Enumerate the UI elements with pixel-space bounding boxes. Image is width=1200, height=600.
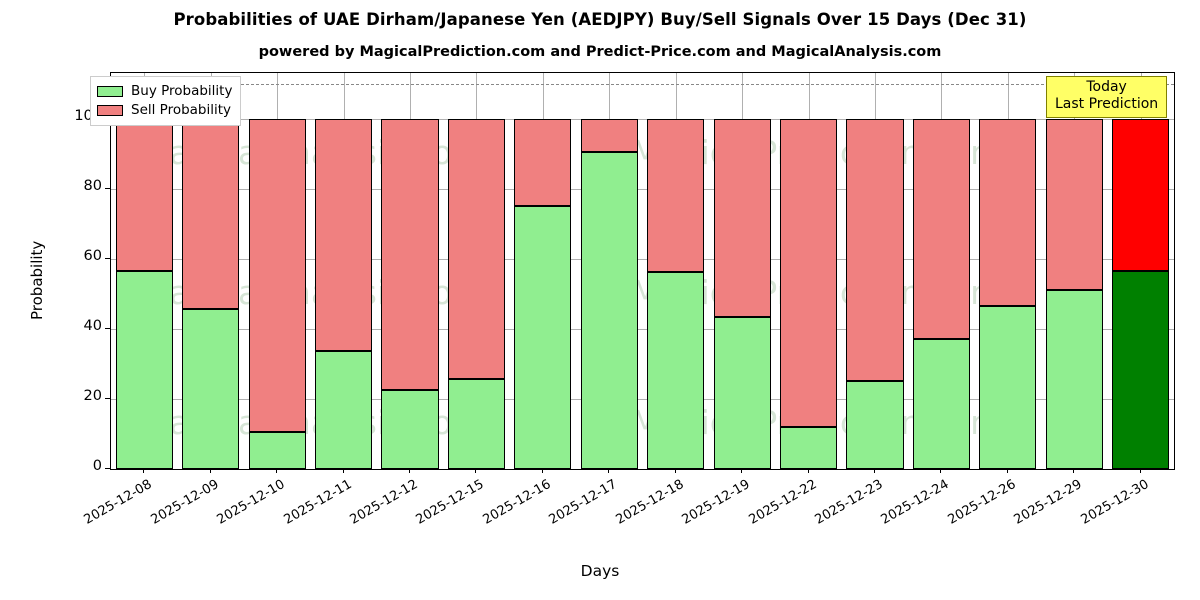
bar-segment-buy[interactable] bbox=[182, 308, 240, 469]
bar-segment-sell[interactable] bbox=[912, 118, 971, 340]
x-axis-tick-mark bbox=[475, 468, 477, 473]
bar-segment-sell[interactable] bbox=[248, 118, 306, 432]
x-axis-tick-mark bbox=[276, 468, 278, 473]
today-annotation-line1: Today bbox=[1086, 79, 1127, 95]
chart-title: Probabilities of UAE Dirham/Japanese Yen… bbox=[173, 10, 1027, 29]
bar-segment-sell[interactable] bbox=[514, 118, 572, 206]
bar-stack[interactable] bbox=[115, 73, 173, 469]
bar-segment-sell[interactable] bbox=[1045, 118, 1103, 291]
legend-label-sell: Sell Probability bbox=[131, 102, 232, 118]
y-axis-tick-label: 0 bbox=[92, 458, 102, 474]
x-axis-tick-mark bbox=[342, 468, 344, 473]
bar-segment-sell[interactable] bbox=[314, 118, 373, 351]
x-axis-tick-mark bbox=[209, 468, 211, 473]
bar-stack[interactable] bbox=[514, 73, 572, 469]
bar-stack[interactable] bbox=[979, 73, 1037, 469]
x-axis-tick-mark bbox=[940, 468, 942, 473]
y-axis-tick-mark bbox=[105, 257, 110, 259]
bar-segment-buy[interactable] bbox=[713, 316, 771, 469]
bar-segment-buy[interactable] bbox=[314, 350, 373, 469]
x-axis-tick-mark bbox=[674, 468, 676, 473]
bar-stack[interactable] bbox=[248, 73, 306, 469]
bar-stack[interactable] bbox=[381, 73, 439, 469]
threshold-line bbox=[111, 83, 1174, 85]
bar-segment-buy[interactable] bbox=[647, 272, 705, 469]
y-axis-tick-label: 80 bbox=[83, 177, 102, 194]
x-axis-tick-mark bbox=[408, 468, 410, 473]
bar-stack[interactable] bbox=[846, 73, 904, 469]
y-axis-tick-label: 60 bbox=[83, 247, 102, 264]
bar-stack[interactable] bbox=[647, 73, 705, 469]
bar-stack[interactable] bbox=[713, 73, 771, 469]
x-axis-tick-mark bbox=[874, 468, 876, 473]
bar-stack[interactable] bbox=[447, 73, 505, 469]
bar-segment-buy[interactable] bbox=[1045, 290, 1103, 469]
x-axis-tick-mark bbox=[741, 468, 743, 473]
bar-segment-sell[interactable] bbox=[381, 118, 439, 390]
legend-item-buy: Buy Probability bbox=[97, 82, 232, 101]
bar-segment-buy[interactable] bbox=[447, 378, 505, 469]
x-axis-tick-mark bbox=[1006, 468, 1008, 473]
x-axis-label: Days bbox=[580, 562, 620, 580]
today-annotation-line2: Last Prediction bbox=[1055, 96, 1159, 112]
bar-segment-sell[interactable] bbox=[979, 118, 1037, 307]
bar-segment-sell[interactable] bbox=[580, 118, 638, 152]
bar-stack[interactable] bbox=[912, 73, 971, 469]
bar-segment-sell[interactable] bbox=[1112, 118, 1170, 271]
x-axis-tick-mark bbox=[541, 468, 543, 473]
bar-segment-sell[interactable] bbox=[846, 118, 904, 382]
y-axis-tick-mark bbox=[105, 327, 110, 329]
gridline-horizontal bbox=[111, 328, 1174, 330]
bar-stack[interactable] bbox=[580, 73, 638, 469]
bar-segment-buy[interactable] bbox=[979, 306, 1037, 469]
bar-stack[interactable] bbox=[182, 73, 240, 469]
bar-stack[interactable] bbox=[1045, 73, 1103, 469]
chart-subtitle: powered by MagicalPrediction.com and Pre… bbox=[258, 44, 942, 60]
bar-stack[interactable] bbox=[1112, 73, 1170, 469]
bar-segment-buy[interactable] bbox=[846, 381, 904, 469]
bar-stack[interactable] bbox=[314, 73, 373, 469]
y-axis-tick-label: 20 bbox=[83, 387, 102, 404]
x-axis-tick-mark bbox=[143, 468, 145, 473]
bar-segment-buy[interactable] bbox=[1112, 271, 1170, 469]
bar-segment-buy[interactable] bbox=[248, 431, 306, 469]
bar-segment-sell[interactable] bbox=[647, 118, 705, 273]
bar-stack[interactable] bbox=[780, 73, 838, 469]
bar-segment-sell[interactable] bbox=[447, 118, 505, 379]
bar-segment-buy[interactable] bbox=[381, 389, 439, 469]
bar-segment-buy[interactable] bbox=[115, 271, 173, 469]
y-axis-tick-label: 40 bbox=[83, 317, 102, 334]
legend-label-buy: Buy Probability bbox=[131, 83, 233, 99]
legend-item-sell: Sell Probability bbox=[97, 101, 232, 120]
x-axis-tick-mark bbox=[608, 468, 610, 473]
bar-segment-sell[interactable] bbox=[780, 118, 838, 428]
plot-area: MagicalAnalysis.comMagicalPrediction.com… bbox=[110, 72, 1175, 470]
y-axis-tick-mark bbox=[105, 187, 110, 189]
legend-swatch-buy bbox=[97, 86, 123, 97]
gridline-horizontal bbox=[111, 258, 1174, 260]
y-axis-tick-mark bbox=[105, 397, 110, 399]
chart-legend: Buy Probability Sell Probability bbox=[90, 76, 242, 126]
x-axis-tick-mark bbox=[1139, 468, 1141, 473]
bar-segment-buy[interactable] bbox=[912, 339, 971, 469]
legend-swatch-sell bbox=[97, 105, 123, 116]
gridline-horizontal bbox=[111, 118, 1174, 120]
bar-segment-buy[interactable] bbox=[580, 151, 638, 469]
x-axis-tick-mark bbox=[807, 468, 809, 473]
bar-segment-sell[interactable] bbox=[713, 118, 771, 317]
bar-segment-sell[interactable] bbox=[115, 118, 173, 271]
bar-segment-buy[interactable] bbox=[780, 427, 838, 469]
gridline-horizontal bbox=[111, 398, 1174, 400]
today-annotation: Today Last Prediction bbox=[1046, 76, 1168, 118]
bar-segment-buy[interactable] bbox=[514, 205, 572, 469]
x-axis-tick-mark bbox=[1073, 468, 1075, 473]
gridline-horizontal bbox=[111, 188, 1174, 190]
bar-segment-sell[interactable] bbox=[182, 118, 240, 309]
y-axis-tick-mark bbox=[105, 468, 110, 469]
